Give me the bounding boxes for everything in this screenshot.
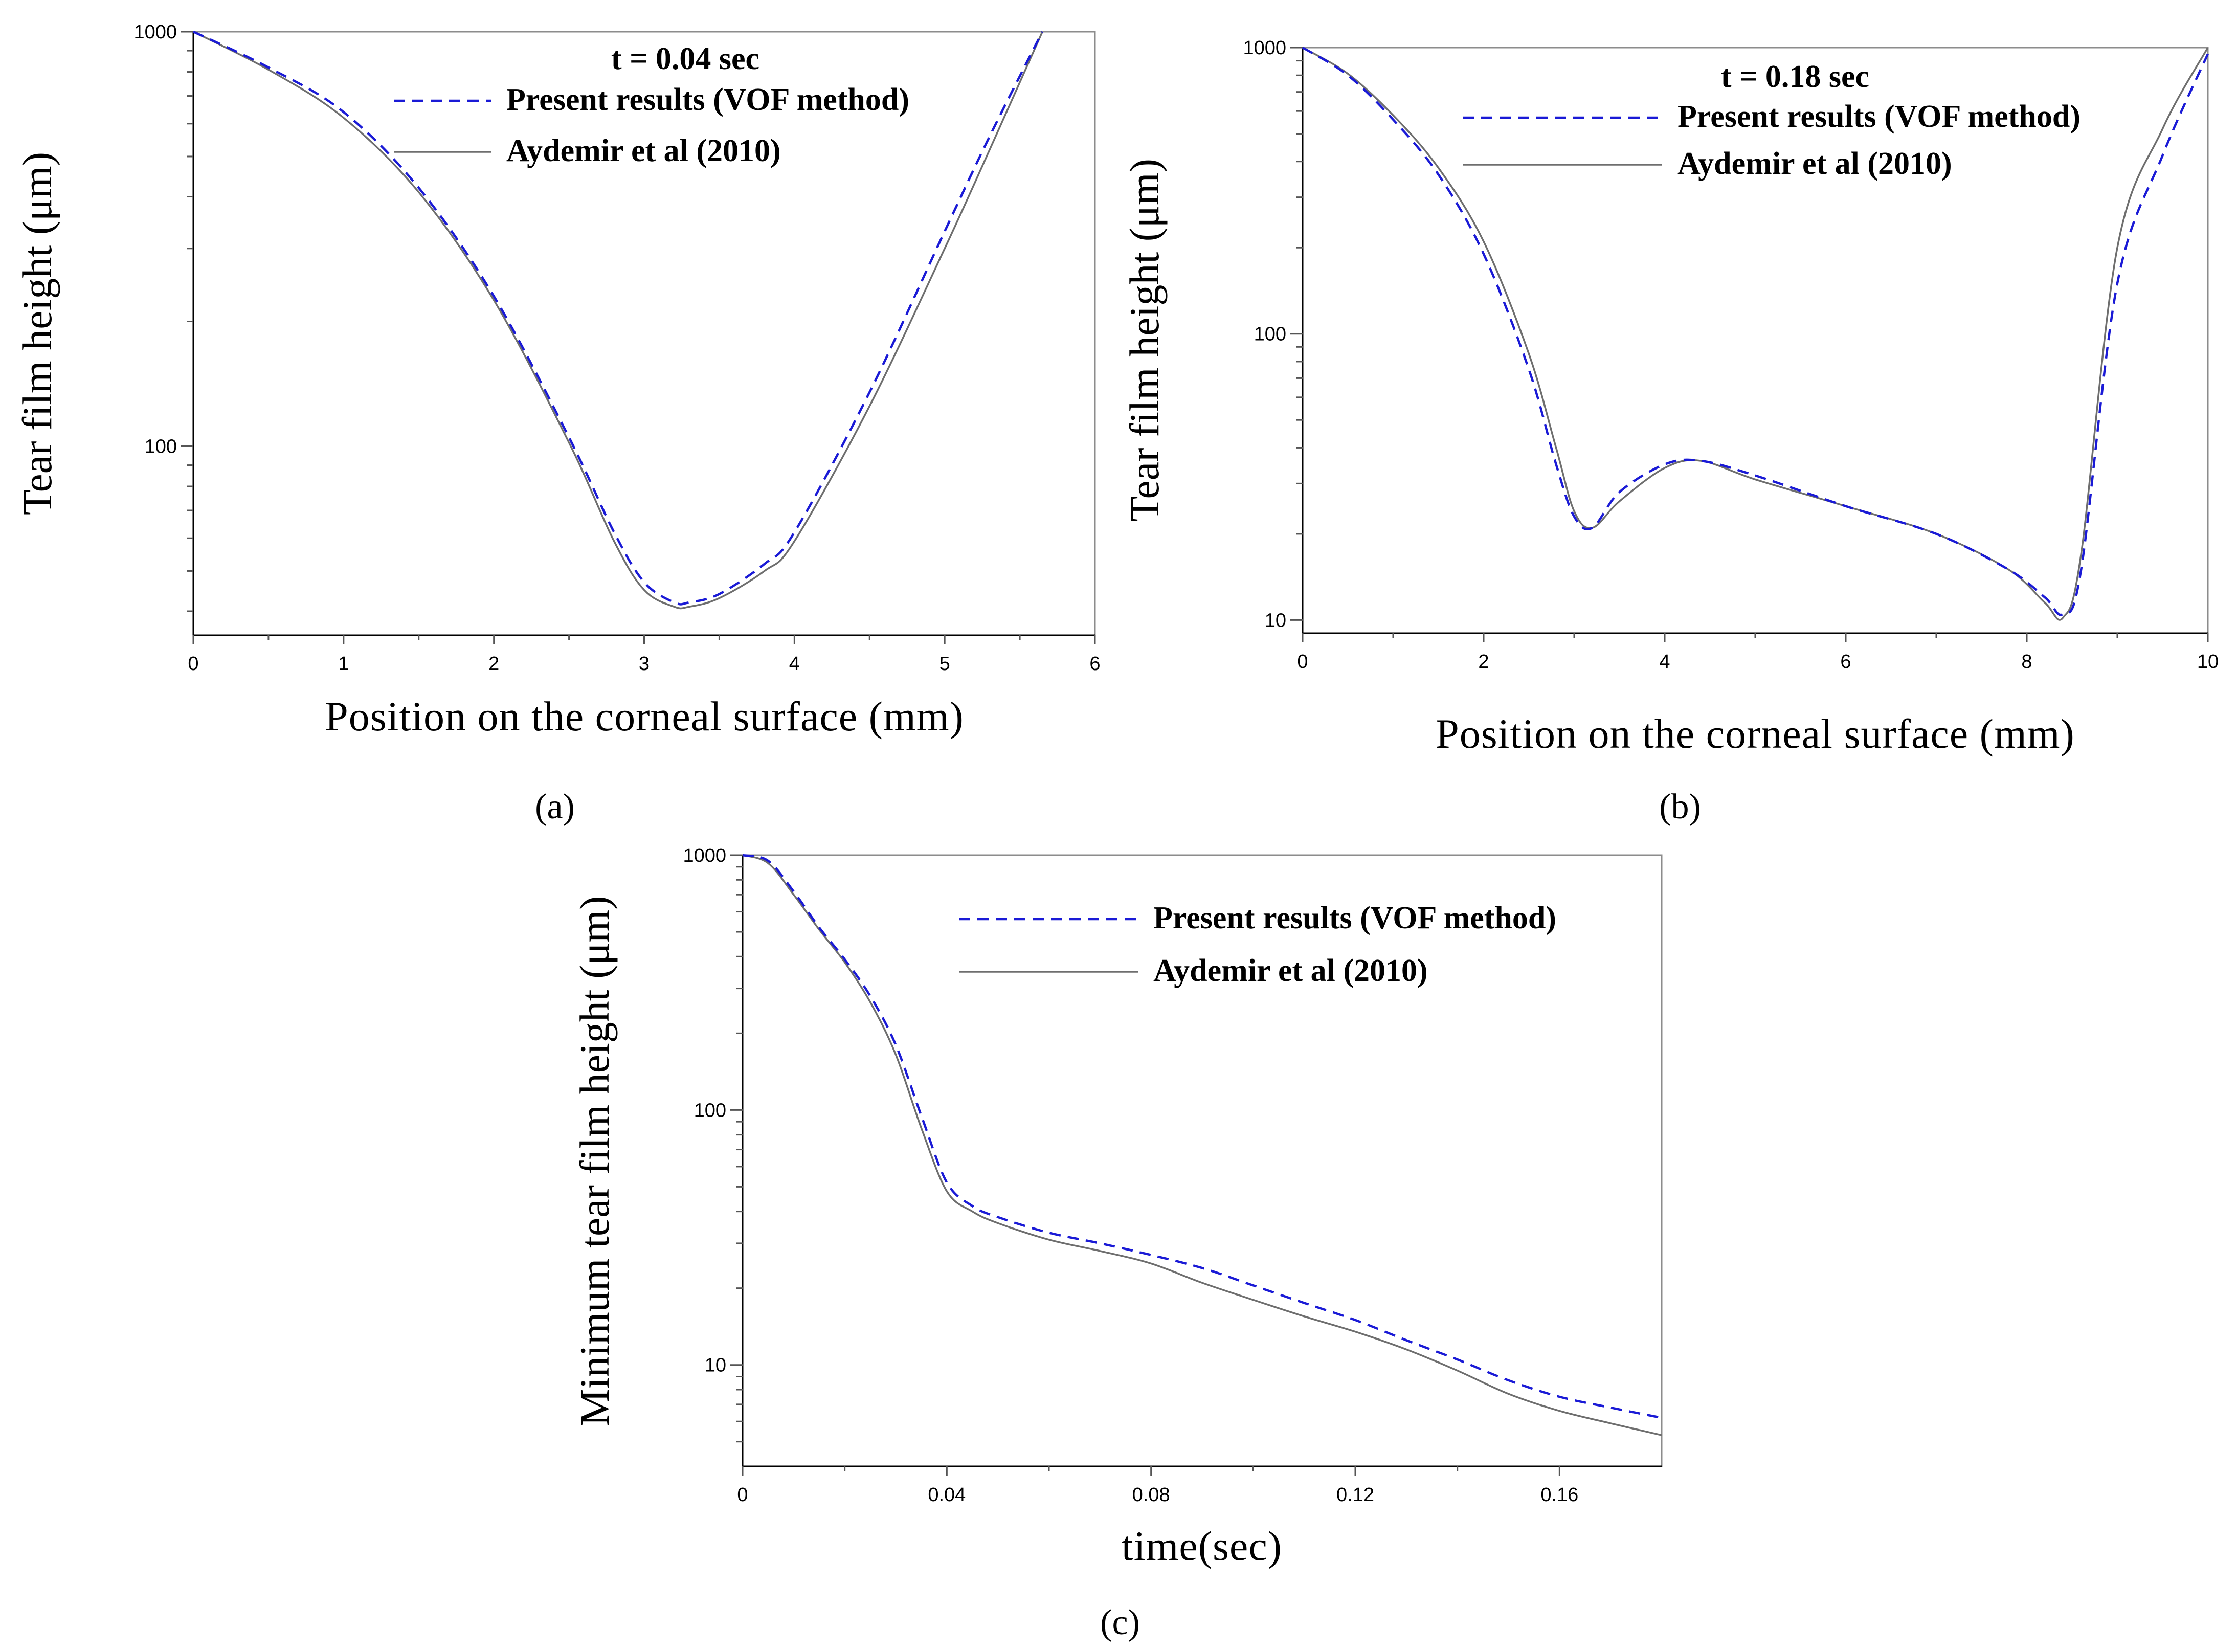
x-tick-label: 6: [1089, 653, 1100, 675]
x-tick-label: 10: [2197, 651, 2219, 673]
y-tick-label: 1000: [133, 21, 177, 43]
y-tick-label: 100: [1254, 324, 1286, 345]
x-tick-label: 2: [1478, 651, 1489, 673]
x-tick-label: 0.08: [1132, 1484, 1170, 1506]
x-tick-label: 3: [639, 653, 650, 675]
x-tick-label: 2: [488, 653, 499, 675]
time-annotation-b: t = 0.18 sec: [1721, 59, 1869, 94]
x-tick-label: 1: [338, 653, 349, 675]
legend-label-present-c: Present results (VOF method): [1153, 901, 1556, 935]
panel-label-b: (b): [1659, 787, 1701, 827]
x-tick-label: 0.16: [1540, 1484, 1578, 1506]
legend-label-aydemir-a: Aydemir et al (2010): [506, 133, 781, 168]
x-tick-label: 8: [2021, 651, 2032, 673]
x-tick-label: 0: [1297, 651, 1308, 673]
x-tick-label: 4: [1659, 651, 1670, 673]
time-annotation-a: t = 0.04 sec: [611, 41, 759, 76]
x-tick-label: 0.04: [928, 1484, 966, 1506]
y-axis-title-a: Tear film height (μm): [14, 152, 60, 515]
x-tick-label: 6: [1840, 651, 1851, 673]
series-aydemir-line-c: [742, 854, 1662, 1436]
legend-label-present-a: Present results (VOF method): [506, 82, 909, 117]
x-tick-label: 0: [737, 1484, 748, 1506]
y-tick-label: 10: [1265, 610, 1286, 631]
x-tick-label: 5: [939, 653, 950, 675]
y-axis-title-b: Tear film height (μm): [1121, 159, 1168, 522]
plot-frame-a: [192, 31, 1096, 636]
y-tick-label: 1000: [1243, 37, 1286, 59]
series-aydemir-line-a: [193, 31, 1043, 610]
y-tick-label: 1000: [683, 845, 726, 866]
series-aydemir-line-b: [1302, 47, 2209, 621]
y-tick-label: 10: [705, 1355, 726, 1376]
legend-label-aydemir-c: Aydemir et al (2010): [1153, 953, 1428, 988]
x-tick-label: 0: [188, 653, 198, 675]
y-axis-title-c: Minimum tear film height (μm): [571, 896, 618, 1426]
series-present-results-line-c: [742, 854, 1662, 1419]
panel-label-a: (a): [535, 787, 575, 827]
x-tick-label: 4: [789, 653, 800, 675]
panel-label-c: (c): [1100, 1603, 1140, 1642]
legend-label-present-b: Present results (VOF method): [1677, 99, 2081, 134]
x-tick-label: 0.12: [1336, 1484, 1374, 1506]
y-tick-label: 100: [694, 1100, 726, 1121]
plot-frame-b: [1302, 47, 2209, 634]
x-axis-title-a: Position on the corneal surface (mm): [325, 693, 964, 740]
series-present-results-line-b: [1302, 47, 2209, 616]
series-present-results-line-a: [193, 30, 1044, 606]
x-axis-title-c: time(sec): [1122, 1523, 1282, 1569]
y-tick-label: 100: [145, 436, 177, 457]
legend-label-aydemir-b: Aydemir et al (2010): [1677, 146, 1952, 181]
x-axis-title-b: Position on the corneal surface (mm): [1436, 710, 2075, 757]
plot-frame-c: [742, 854, 1663, 1467]
